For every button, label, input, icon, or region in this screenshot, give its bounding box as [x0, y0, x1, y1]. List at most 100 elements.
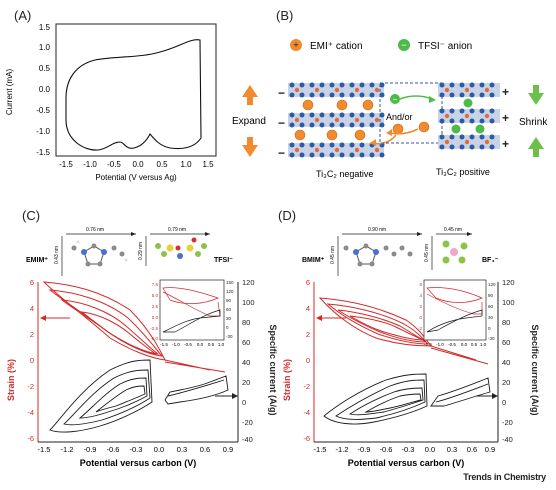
panel-c-strain-curves [42, 281, 226, 373]
panel-d-inset-ytick-right: 0 [488, 326, 491, 331]
panel-c-inset-ytick-right: 120 [226, 289, 234, 294]
svg-text:+: + [502, 85, 509, 99]
panel-d-inset: 6 4 2 0 -2 -4 120 90 60 30 0 -30 -1.5 -1… [418, 279, 496, 347]
panel-c-xticks: -1.5 -1.2 -0.9 -0.6 -0.3 0.0 0.3 0.6 0.9 [38, 445, 234, 454]
panel-d-xtick: 0.9 [485, 445, 495, 454]
panel-d-xtick: -0.3 [402, 445, 415, 454]
panel-c-xtick: 0.0 [154, 445, 164, 454]
panel-a-xticks: -1.5 -1.0 -0.5 0.0 0.5 1.0 1.5 [59, 160, 214, 169]
panel-c-xtick: 0.9 [223, 445, 233, 454]
panel-c-ytick-right: 40 [242, 358, 250, 367]
panel-c-inset-ytick-right: 150 [226, 280, 234, 285]
panel-c-ytick-left: -4 [27, 408, 34, 417]
panel-d-ylabel-left: Strain (%) [282, 359, 292, 401]
panel-d-cation-label: BMIM⁺ [302, 257, 325, 264]
panel-d-inset-ytick-left: -4 [418, 336, 422, 341]
panel-c-inset-xtick: 0.0 [197, 342, 204, 347]
panel-c-xlabel: Potential versus carbon (V) [80, 458, 197, 468]
panel-d-ytick-left: 0 [306, 356, 310, 365]
panel-d-inset-ytick-right: 30 [488, 315, 494, 320]
panel-d-inset-ytick-left: 0 [419, 315, 422, 320]
panel-c-inset-ytick-right: 90 [226, 298, 232, 303]
panel-d-xtick: -1.5 [314, 445, 327, 454]
panel-d-inset-xtick: 0.0 [461, 342, 468, 347]
panel-c-inset-ytick-left: 7.5 [152, 282, 159, 287]
panel-d-xlabel: Potential versus carbon (V) [348, 458, 465, 468]
negative-layers: − − − [278, 82, 404, 160]
panel-d-xtick: -0.9 [358, 445, 371, 454]
panel-a-yticks: 1.5 1.0 0.5 0.0 -0.5 -1.0 -1.5 [36, 23, 50, 157]
andor-label: And/or [386, 112, 413, 122]
panel-d-strain-curves [318, 297, 489, 365]
panel-d-dim1: 0.90 nm [368, 227, 386, 233]
positive-layers: + + + [438, 82, 509, 151]
panel-c-dim1: 0.76 nm [86, 227, 104, 233]
panel-d-ytick-right: 40 [502, 358, 510, 367]
panel-d-ytick-left: 4 [306, 304, 310, 313]
panel-c-anion-label: TFSI⁻ [214, 257, 233, 264]
panel-d-dim2: 0.45 nm [330, 246, 336, 264]
panel-d-inset-ytick-right: 120 [488, 282, 496, 287]
panel-c-ytick-left: -6 [27, 434, 34, 443]
expand-arrow-icon [242, 85, 258, 157]
panel-c-inset-ytick-right: 30 [226, 316, 232, 321]
svg-text:−: − [278, 146, 285, 160]
panel-c-ytick-right: 100 [242, 298, 255, 307]
panel-c-xtick: -1.5 [38, 445, 51, 454]
expand-label: Expand [232, 116, 266, 127]
shrink-label: Shrink [519, 117, 548, 128]
panel-c-yticks-left: 6 4 2 0 -2 -4 -6 [27, 278, 34, 443]
panel-a-xtick: -1.5 [59, 160, 73, 169]
panel-d-dim3: 0.45 nm [444, 227, 462, 233]
panel-d-xtick: -0.6 [380, 445, 393, 454]
panel-a-label: (A) [14, 8, 32, 23]
panel-c-xtick: 0.6 [200, 445, 210, 454]
panel-d-ytick-right: 0 [502, 398, 506, 407]
svg-text:+: + [502, 111, 509, 125]
panel-c-xtick: -0.9 [84, 445, 97, 454]
panel-a-cv-curve [65, 39, 202, 151]
cation-legend-label: EMI⁺ cation [310, 41, 363, 52]
panel-a-axes-frame [55, 23, 217, 157]
intercalated-cations [294, 99, 374, 141]
panel-a-xlabel: Potential (V versus Ag) [95, 173, 177, 182]
panel-d-ytick-right: 20 [502, 378, 510, 387]
panel-d-inset-ytick-left: 2 [419, 304, 422, 309]
negative-label: Ti₃C₂ negative [316, 169, 373, 179]
panel-a-xtick: -0.5 [107, 160, 121, 169]
panel-c-yticks-right: 120 100 80 60 40 20 0 -20 -40 [242, 278, 255, 444]
panel-a-ytick: -0.5 [36, 106, 50, 115]
shrink-arrow-icon [528, 85, 544, 157]
panel-d-current-curves [323, 373, 491, 425]
panel-c-inset-ytick-right: 0 [226, 325, 229, 330]
panel-c-inset-ytick-right: 60 [226, 307, 232, 312]
panel-d-inset-xtick: 0.5 [471, 342, 478, 347]
panel-c-inset-xtick: -1.0 [172, 342, 180, 347]
bmim-molecule-icon [343, 243, 413, 267]
panel-c-cation-label: EMIM⁺ [26, 257, 48, 264]
panel-d-ytick-left: 6 [306, 278, 310, 287]
panel-d-chart: BMIM⁺ 0.90 nm 0.45 nm 0.45 nm 0.45 nm BF… [282, 227, 540, 468]
panel-c-ytick-left: 4 [30, 304, 34, 313]
panel-c-inset-xtick: -1.5 [160, 342, 168, 347]
panel-d-inset-ytick-left: 6 [419, 282, 422, 287]
panel-d-xtick: 0.3 [447, 445, 457, 454]
panel-c-inset-ytick-left: -2.5 [150, 326, 158, 331]
panel-a-cv-chart: Current (mA) 1.5 1.0 0.5 0.0 -0.5 -1.0 -… [5, 23, 217, 182]
panel-d-ytick-left: 2 [306, 330, 310, 339]
panel-d-label: (D) [278, 208, 297, 223]
panel-c-ytick-right: 20 [242, 378, 250, 387]
panel-a-ytick: -1.0 [36, 127, 50, 136]
panel-c-inset-ytick-right: -30 [226, 334, 233, 339]
panel-c-ytick-right: -20 [242, 418, 253, 427]
panel-d-inset-xtick: -1.0 [436, 342, 444, 347]
panel-d-inset-xtick: 1.0 [480, 342, 487, 347]
panel-c-inset-ytick-left: -5.0 [150, 336, 158, 341]
layer [288, 142, 385, 158]
panel-a-xtick: 0.5 [156, 160, 168, 169]
panel-c-current-curves [49, 359, 229, 433]
panel-d-ytick-left: -2 [303, 382, 310, 391]
panel-d-ylabel-right: Specific current (A/g) [530, 324, 540, 415]
panel-d-inset-xtick: -0.5 [448, 342, 456, 347]
panel-d-ytick-right: 100 [502, 298, 515, 307]
